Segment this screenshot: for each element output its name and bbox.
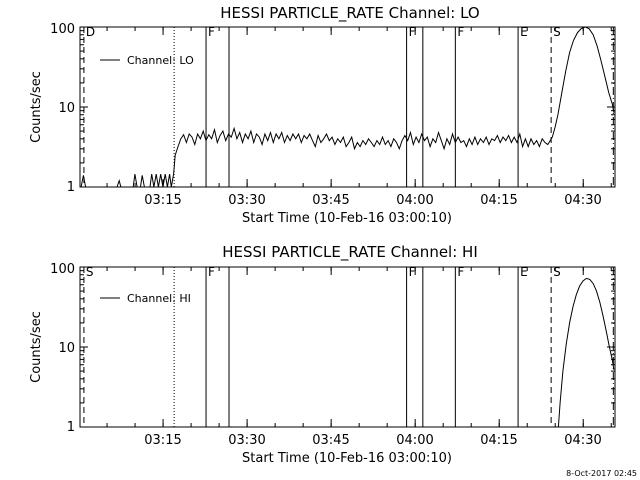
marker-label: D bbox=[86, 25, 95, 39]
marker-label: F bbox=[409, 25, 416, 39]
y-tick-label: 10 bbox=[58, 101, 75, 116]
marker-label: S bbox=[553, 265, 561, 279]
x-tick-label: 04:30 bbox=[564, 193, 601, 208]
marker-label: F bbox=[409, 265, 416, 279]
marker-label: S bbox=[86, 265, 94, 279]
x-tick-label: 03:30 bbox=[228, 193, 265, 208]
series-line bbox=[80, 26, 615, 188]
y-tick-label: 1 bbox=[67, 180, 75, 195]
x-tick-label: 04:15 bbox=[480, 193, 517, 208]
y-axis-label: Counts/sec bbox=[29, 71, 44, 143]
y-tick-label: 100 bbox=[50, 262, 75, 277]
plot-frame bbox=[79, 266, 616, 428]
y-tick-label: 10 bbox=[58, 341, 75, 356]
marker-label: E bbox=[520, 265, 528, 279]
x-tick-label: 04:00 bbox=[396, 193, 433, 208]
marker-label: F bbox=[457, 25, 464, 39]
x-tick-label: 03:15 bbox=[144, 433, 181, 448]
plot-frame bbox=[79, 26, 616, 188]
x-axis-label: Start Time (10-Feb-16 03:00:10) bbox=[242, 451, 452, 466]
x-tick-label: 03:45 bbox=[312, 433, 349, 448]
x-tick-label: 04:30 bbox=[564, 433, 601, 448]
legend-label: Channel: LO bbox=[127, 54, 194, 67]
chart-title: HESSI PARTICLE_RATE Channel: HI bbox=[222, 243, 478, 262]
y-tick-label: 100 bbox=[50, 22, 75, 37]
marker-label: E bbox=[520, 25, 528, 39]
y-tick-label: 1 bbox=[67, 420, 75, 435]
x-tick-label: 03:15 bbox=[144, 193, 181, 208]
panel-lo: HESSI PARTICLE_RATE Channel: LO D F F F E S 1… bbox=[29, 4, 616, 226]
x-tick-label: 04:00 bbox=[396, 433, 433, 448]
marker-label: S bbox=[553, 25, 561, 39]
x-tick-label: 04:15 bbox=[480, 433, 517, 448]
y-axis-label: Counts/sec bbox=[29, 311, 44, 383]
timestamp: 8-Oct-2017 02:45 bbox=[566, 469, 637, 478]
marker-label: F bbox=[208, 25, 215, 39]
panel-hi: HESSI PARTICLE_RATE Channel: HI S F F F E S 1… bbox=[29, 243, 616, 466]
marker-label: F bbox=[208, 265, 215, 279]
chart-title: HESSI PARTICLE_RATE Channel: LO bbox=[220, 4, 479, 23]
x-axis-label: Start Time (10-Feb-16 03:00:10) bbox=[242, 211, 452, 226]
legend-label: Channel: HI bbox=[127, 292, 191, 305]
marker-label: F bbox=[457, 265, 464, 279]
series-line bbox=[557, 277, 615, 428]
x-tick-label: 03:45 bbox=[312, 193, 349, 208]
x-tick-label: 03:30 bbox=[228, 433, 265, 448]
